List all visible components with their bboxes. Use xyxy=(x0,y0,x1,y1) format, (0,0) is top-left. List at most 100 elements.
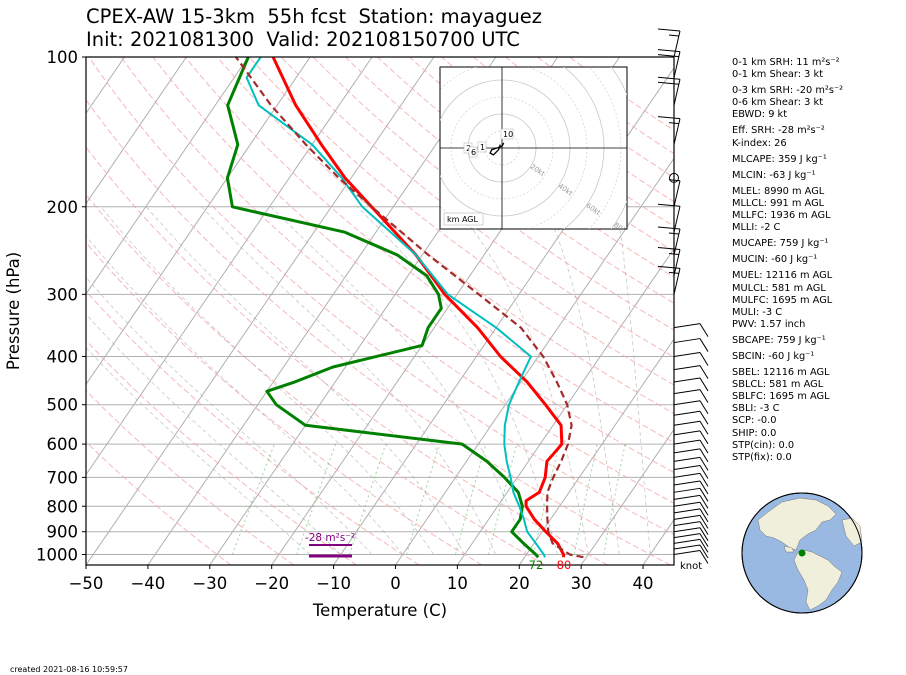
dewpoint-profile-line xyxy=(225,57,540,559)
mixing-ratio-line xyxy=(349,443,387,555)
wind-barb xyxy=(657,116,681,145)
y-tick-label: 300 xyxy=(47,285,79,304)
isotherm-line xyxy=(518,338,674,565)
barb-flag xyxy=(699,515,709,529)
barb-staff xyxy=(673,79,681,106)
barb-flag xyxy=(657,203,681,207)
barb-flag xyxy=(699,439,709,454)
barb-staff xyxy=(673,533,701,539)
barb-staff xyxy=(673,180,681,207)
wind-barb xyxy=(673,514,709,529)
y-tick-label: 800 xyxy=(47,497,79,516)
moist-adiabat-line xyxy=(201,206,496,555)
index-row: MULFC: 1695 m AGL xyxy=(732,294,833,306)
index-row: SBLCL: 581 m AGL xyxy=(732,379,824,391)
hodograph-height-box xyxy=(477,141,487,153)
barb-flag xyxy=(699,473,709,487)
barb-staff xyxy=(673,30,681,58)
index-row: MLCAPE: 359 J kg⁻¹ xyxy=(732,153,827,165)
barb-flag xyxy=(699,465,709,479)
index-row: K-index: 26 xyxy=(732,137,787,149)
wind-barb xyxy=(673,549,709,564)
hodograph-height-box xyxy=(468,146,478,158)
dry-adiabat-line xyxy=(86,241,483,565)
dry-adiabat-line xyxy=(216,57,674,415)
mixing-ratio-line xyxy=(573,443,598,555)
wind-barb xyxy=(673,352,709,366)
mixing-ratio-line xyxy=(455,443,487,555)
x-tick-label: 30 xyxy=(571,574,592,593)
wind-barb xyxy=(673,430,709,445)
dry-adiabat-line xyxy=(312,57,674,331)
chart-axes: −50 −40 −30 −20 −10 0 10 20 30 40 100 200 300 400 500 6… xyxy=(4,48,702,620)
barb-flag xyxy=(657,247,681,251)
mixing-ratio-line xyxy=(603,443,626,555)
moist-adiabat-line xyxy=(86,276,373,555)
plot-frame xyxy=(85,56,675,566)
wind-barb xyxy=(657,265,681,295)
barb-staff xyxy=(673,228,681,256)
wind-barb xyxy=(673,377,709,392)
y-tick-label: 400 xyxy=(47,348,79,367)
barb-flag xyxy=(699,410,709,425)
surface-dewpoint-label: 72 xyxy=(529,558,544,572)
barb-staff xyxy=(673,377,701,383)
barb-staff xyxy=(673,365,701,371)
barb-flag xyxy=(699,521,709,535)
barb-flag xyxy=(699,550,709,564)
wind-barb xyxy=(673,472,709,487)
globe-landmass xyxy=(793,549,843,611)
x-tick-label: −30 xyxy=(192,574,227,593)
barb-half-flag xyxy=(668,122,679,125)
barb-flag xyxy=(699,488,709,502)
index-row: SBLFC: 1695 m AGL xyxy=(732,391,830,403)
index-row: EBWD: 9 kt xyxy=(732,109,788,121)
plot-border xyxy=(85,56,675,566)
index-row: MULI: -3 C xyxy=(732,306,783,318)
index-row: 0-3 km SRH: -20 m²s⁻² xyxy=(732,85,844,97)
barb-flag xyxy=(657,28,681,32)
barb-flag xyxy=(699,338,709,352)
wind-barb xyxy=(657,203,681,233)
y-tick-label: 200 xyxy=(47,198,79,217)
hodograph-height-label: 10 xyxy=(503,130,513,139)
barb-staff xyxy=(673,465,701,471)
barb-flag xyxy=(699,448,709,463)
x-tick-label: −10 xyxy=(316,574,351,593)
barb-half-flag xyxy=(668,232,679,235)
barb-staff xyxy=(673,268,681,295)
wind-barb xyxy=(673,508,709,523)
moist-adiabat-line xyxy=(270,206,527,555)
barb-staff xyxy=(673,508,701,514)
barb-staff xyxy=(673,352,701,357)
globe-land-shapes xyxy=(757,497,863,611)
barb-staff xyxy=(673,521,701,527)
barb-staff xyxy=(673,389,701,395)
barb-staff xyxy=(673,51,681,78)
barb-flag xyxy=(699,365,709,379)
index-row: SCP: -0.0 xyxy=(732,415,777,427)
moist-adiabat-line xyxy=(100,206,434,555)
mixing-ratio-line xyxy=(406,443,440,555)
dry-adiabat-line xyxy=(88,57,674,536)
y-tick-label: 600 xyxy=(47,435,79,454)
parcel-profile-line xyxy=(235,57,584,559)
index-row: 0-6 km Shear: 3 kt xyxy=(732,97,824,109)
isotherm-line xyxy=(86,57,249,295)
isotherm-line xyxy=(86,57,373,476)
barb-flag xyxy=(699,352,709,366)
barb-flag xyxy=(699,508,709,523)
station-marker xyxy=(798,549,806,557)
station-locator-globe xyxy=(741,492,863,614)
barb-flag xyxy=(699,533,709,547)
globe-landmass xyxy=(783,545,795,553)
y-tick-label: 700 xyxy=(47,468,79,487)
barb-flag xyxy=(657,226,681,230)
y-tick-label: 500 xyxy=(47,396,79,415)
globe-land xyxy=(757,497,863,611)
hodograph-height-label: 2 xyxy=(466,144,471,153)
x-tick-label: 10 xyxy=(447,574,468,593)
moist-adiabat-line xyxy=(616,206,651,555)
mixing-ratio-line xyxy=(231,443,275,555)
